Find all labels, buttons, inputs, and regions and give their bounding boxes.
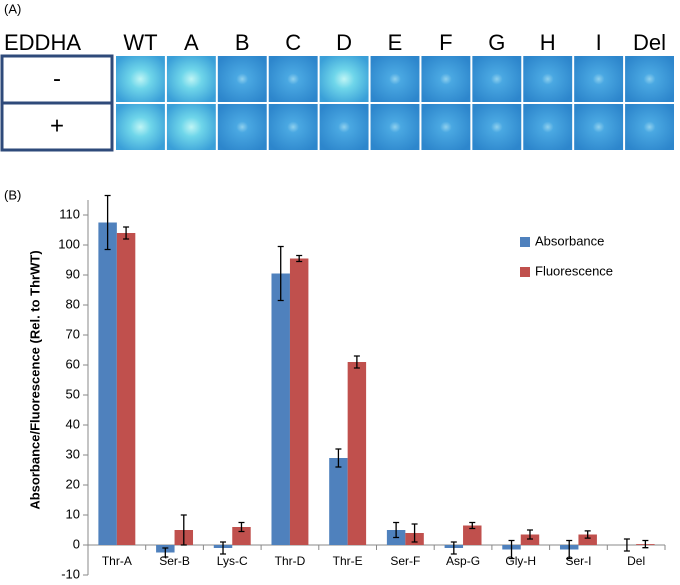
error-bar xyxy=(642,539,649,549)
corner-header: EDDHA xyxy=(4,30,81,55)
bar xyxy=(329,458,348,545)
colony-image xyxy=(217,104,267,150)
colony-image xyxy=(166,104,216,150)
colony-image xyxy=(268,104,318,150)
y-tick-label: 20 xyxy=(66,476,80,491)
error-bar xyxy=(123,226,130,240)
column-header: C xyxy=(285,30,301,55)
error-bar xyxy=(296,254,303,263)
error-bar xyxy=(393,521,400,539)
column-header: E xyxy=(388,30,403,55)
colony-image xyxy=(574,56,624,102)
error-bar xyxy=(238,521,245,533)
error-bar xyxy=(584,530,591,539)
colony-image xyxy=(472,56,522,102)
column-header: H xyxy=(540,30,556,55)
colony-image xyxy=(523,56,573,102)
colony-image xyxy=(625,104,674,150)
colony-image xyxy=(421,104,471,150)
x-tick-label: Del xyxy=(627,554,645,568)
y-tick-label: 10 xyxy=(66,506,80,521)
panel-label: (A) xyxy=(4,1,21,16)
x-tick-label: Gly-H xyxy=(505,554,536,568)
column-header: F xyxy=(439,30,452,55)
bar xyxy=(116,233,136,545)
y-tick-label: 60 xyxy=(66,356,80,371)
bar xyxy=(271,273,290,545)
error-bar xyxy=(353,355,360,369)
row-label: + xyxy=(50,112,64,139)
column-header: I xyxy=(596,30,602,55)
legend-label: Absorbance xyxy=(535,233,604,248)
x-tick-label: Ser-F xyxy=(390,554,420,568)
error-bar xyxy=(220,541,227,555)
error-bar xyxy=(277,245,284,302)
column-header: D xyxy=(336,30,352,55)
x-tick-label: Ser-B xyxy=(159,554,190,568)
x-tick-label: Lys-C xyxy=(217,554,248,568)
bar xyxy=(347,362,367,545)
colony-image xyxy=(116,56,165,102)
error-bar xyxy=(104,194,111,251)
y-tick-label: 0 xyxy=(73,536,80,551)
colony-image xyxy=(370,104,420,150)
column-header: B xyxy=(235,30,250,55)
column-header: WT xyxy=(123,30,157,55)
column-header: Del xyxy=(633,30,666,55)
colony-image xyxy=(421,56,471,102)
panel-label: (B) xyxy=(4,187,21,202)
error-bar xyxy=(335,448,342,468)
colony-image xyxy=(116,104,165,150)
colony-image xyxy=(319,104,369,150)
y-axis-title: Absorbance/Fluorescence (Rel. to ThrWT) xyxy=(27,250,42,509)
bar xyxy=(232,527,251,545)
error-bar xyxy=(180,514,187,546)
colony-image xyxy=(370,56,420,102)
error-bar xyxy=(411,523,418,543)
y-tick-label: 40 xyxy=(66,416,80,431)
legend-swatch xyxy=(520,237,530,247)
colony-image xyxy=(166,56,216,102)
legend-label: Fluorescence xyxy=(535,263,613,278)
x-tick-label: Thr-A xyxy=(102,554,132,568)
error-bar xyxy=(526,529,533,540)
colony-image xyxy=(472,104,522,150)
error-bar xyxy=(566,539,573,560)
column-header: A xyxy=(184,30,199,55)
x-tick-label: Ser-I xyxy=(565,554,591,568)
colony-image xyxy=(217,56,267,102)
error-bar xyxy=(162,547,169,558)
x-tick-label: Thr-E xyxy=(333,554,363,568)
x-tick-label: Thr-D xyxy=(275,554,306,568)
x-tick-label: Asp-G xyxy=(446,554,480,568)
bar xyxy=(98,222,117,545)
error-bar xyxy=(450,541,457,555)
bar xyxy=(463,525,482,545)
colony-image xyxy=(268,56,318,102)
row-label: - xyxy=(53,65,61,92)
y-tick-label: 90 xyxy=(66,266,80,281)
bar xyxy=(578,534,597,545)
bar xyxy=(520,534,540,545)
bar xyxy=(289,258,309,545)
y-tick-label: 100 xyxy=(58,236,80,251)
colony-image xyxy=(625,56,674,102)
legend-swatch xyxy=(520,267,530,277)
y-tick-label: -10 xyxy=(61,566,80,580)
error-bar xyxy=(623,538,630,552)
colony-image xyxy=(574,104,624,150)
y-tick-label: 110 xyxy=(59,206,80,221)
error-bar xyxy=(508,539,515,560)
y-tick-label: 30 xyxy=(66,446,80,461)
colony-image xyxy=(319,56,369,102)
y-tick-label: 80 xyxy=(66,296,80,311)
colony-image xyxy=(523,104,573,150)
column-header: G xyxy=(488,30,505,55)
y-tick-label: 50 xyxy=(66,386,80,401)
error-bar xyxy=(469,521,476,530)
y-tick-label: 70 xyxy=(66,326,80,341)
